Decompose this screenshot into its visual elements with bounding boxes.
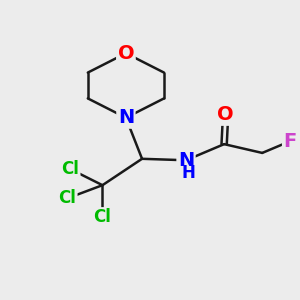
- Text: O: O: [118, 44, 134, 63]
- Text: O: O: [217, 105, 234, 124]
- Text: Cl: Cl: [61, 160, 79, 178]
- Text: Cl: Cl: [58, 189, 76, 207]
- Text: H: H: [182, 164, 195, 181]
- Text: N: N: [178, 151, 194, 170]
- Text: Cl: Cl: [94, 208, 111, 226]
- Text: N: N: [118, 108, 134, 127]
- Text: F: F: [284, 132, 297, 151]
